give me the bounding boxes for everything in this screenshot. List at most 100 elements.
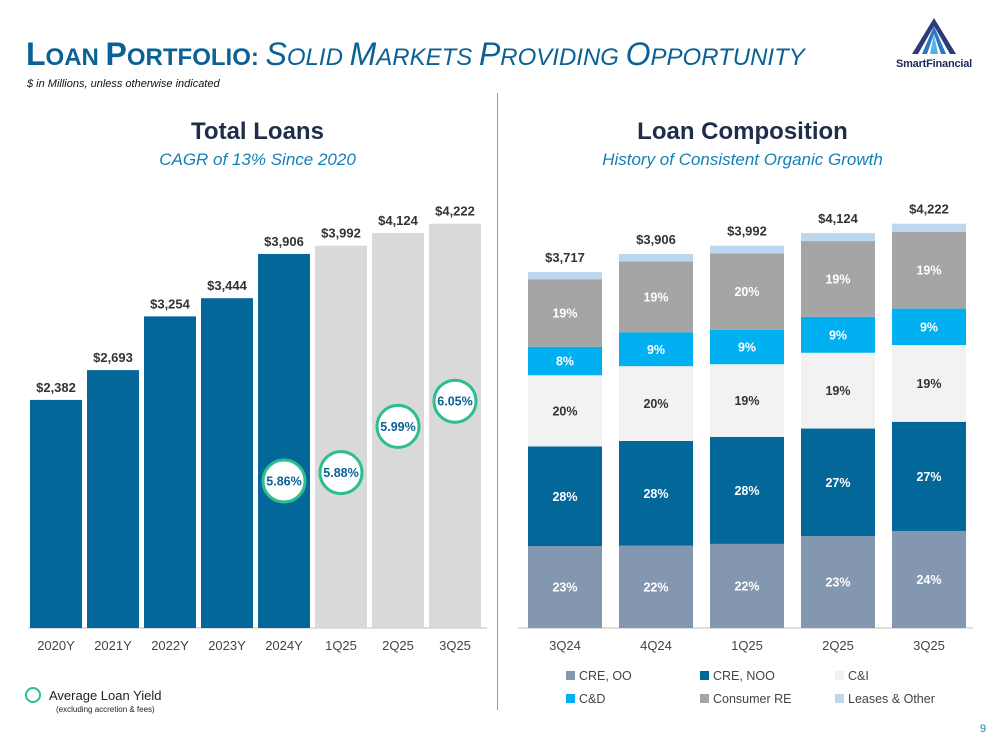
- yield-ring: [318, 450, 364, 496]
- left-panel-title: Total Loans: [191, 118, 324, 145]
- segment-label: 9%: [647, 343, 665, 357]
- segment-C&D: [892, 308, 966, 345]
- segment-C&D: [619, 332, 693, 367]
- legend-label: C&I: [848, 669, 869, 683]
- legend-label: CRE, NOO: [713, 669, 775, 683]
- x-tick-label: 2021Y: [94, 638, 132, 653]
- segment-label: 19%: [643, 290, 668, 304]
- legend-swatch: [835, 671, 844, 680]
- segment-label: 23%: [552, 581, 577, 595]
- segment-label: 27%: [825, 476, 850, 490]
- segment-CRE, NOO: [528, 446, 602, 547]
- segment-label: 9%: [738, 341, 756, 355]
- segment-label: 20%: [643, 397, 668, 411]
- segment-label: 22%: [643, 580, 668, 594]
- yield-ring: [375, 403, 421, 449]
- x-tick-label: 2022Y: [151, 638, 189, 653]
- segment-label: 8%: [556, 355, 574, 369]
- bar-value-label: $3,992: [321, 226, 361, 241]
- segment-label: 19%: [825, 384, 850, 398]
- bar-total-label: $4,124: [818, 211, 859, 226]
- yield-ring: [261, 458, 307, 504]
- segment-Leases & Other: [528, 272, 602, 280]
- segment-label: 27%: [916, 470, 941, 484]
- legend-label: Average Loan Yield: [49, 688, 162, 703]
- bar-2022Y: [144, 316, 196, 628]
- segment-label: 19%: [825, 272, 850, 286]
- segment-label: 19%: [552, 306, 577, 320]
- legend-swatch: [835, 694, 844, 703]
- x-tick-label: 1Q25: [731, 638, 763, 653]
- company-logo: SmartFinancial: [882, 16, 986, 76]
- bar-value-label: $3,906: [264, 234, 304, 249]
- bar-2021Y: [87, 370, 139, 628]
- bar-1Q25: [315, 245, 367, 628]
- segment-C&D: [528, 346, 602, 376]
- segment-C&I: [892, 344, 966, 422]
- segment-CRE, OO: [710, 543, 784, 628]
- segment-Leases & Other: [619, 253, 693, 262]
- bar-total-label: $3,992: [727, 224, 767, 239]
- bar-value-label: $4,222: [435, 204, 475, 219]
- segment-C&I: [528, 375, 602, 447]
- segment-label: 20%: [734, 285, 759, 299]
- bar-3Q25: [429, 223, 481, 628]
- yield-label: 6.05%: [437, 395, 472, 409]
- segment-Consumer RE: [710, 253, 784, 330]
- segment-Leases & Other: [801, 233, 875, 242]
- yield-label: 5.88%: [323, 466, 358, 480]
- segment-CRE, OO: [619, 545, 693, 628]
- legend-label: Consumer RE: [713, 692, 792, 706]
- segment-C&D: [801, 316, 875, 353]
- logo-wordmark: SmartFinancial: [895, 58, 973, 70]
- segment-label: 28%: [552, 490, 577, 504]
- segment-CRE, OO: [801, 536, 875, 628]
- segment-Consumer RE: [892, 231, 966, 309]
- segment-label: 24%: [916, 573, 941, 587]
- segment-Consumer RE: [528, 279, 602, 347]
- yield-label: 5.86%: [266, 475, 301, 489]
- segment-Leases & Other: [892, 223, 966, 232]
- x-tick-label: 3Q25: [913, 638, 945, 653]
- segment-label: 28%: [734, 484, 759, 498]
- x-tick-label: 4Q24: [640, 638, 672, 653]
- segment-label: 9%: [829, 328, 847, 342]
- x-tick-label: 3Q24: [549, 638, 581, 653]
- legend-swatch: [700, 694, 709, 703]
- x-tick-label: 2Q25: [822, 638, 854, 653]
- panel-divider: [497, 93, 498, 710]
- bar-2020Y: [30, 399, 82, 628]
- segment-label: 19%: [734, 394, 759, 408]
- segment-label: 28%: [643, 487, 668, 501]
- segment-C&I: [619, 366, 693, 441]
- x-tick-label: 2Q25: [382, 638, 414, 653]
- segment-label: 22%: [734, 579, 759, 593]
- x-tick-label: 2023Y: [208, 638, 246, 653]
- bar-total-label: $3,717: [545, 250, 585, 265]
- slide-title: LOAN PORTFOLIO: SOLID MARKETS PROVIDING …: [26, 36, 805, 72]
- yield-ring-icon: [25, 687, 41, 703]
- bar-total-label: $4,222: [909, 202, 949, 217]
- segment-Consumer RE: [619, 261, 693, 333]
- bar-value-label: $4,124: [378, 213, 419, 228]
- segment-C&I: [710, 364, 784, 437]
- segment-CRE, NOO: [619, 440, 693, 546]
- bar-2023Y: [201, 298, 253, 628]
- legend-swatch: [566, 694, 575, 703]
- segment-Leases & Other: [710, 245, 784, 254]
- segment-label: 20%: [552, 404, 577, 418]
- bar-total-label: $3,906: [636, 232, 676, 247]
- legend-label: Leases & Other: [848, 692, 935, 706]
- legend-swatch: [700, 671, 709, 680]
- segment-label: 23%: [825, 576, 850, 590]
- legend-note: (excluding accretion & fees): [56, 705, 155, 714]
- units-note: $ in Millions, unless otherwise indicate…: [27, 78, 220, 90]
- segment-CRE, NOO: [892, 421, 966, 531]
- right-panel-subtitle: History of Consistent Organic Growth: [602, 150, 883, 169]
- bar-2024Y: [258, 253, 310, 629]
- bar-value-label: $3,254: [150, 296, 191, 311]
- right-panel-title: Loan Composition: [637, 118, 848, 145]
- segment-label: 19%: [916, 264, 941, 278]
- logo-mark-icon: [908, 18, 960, 54]
